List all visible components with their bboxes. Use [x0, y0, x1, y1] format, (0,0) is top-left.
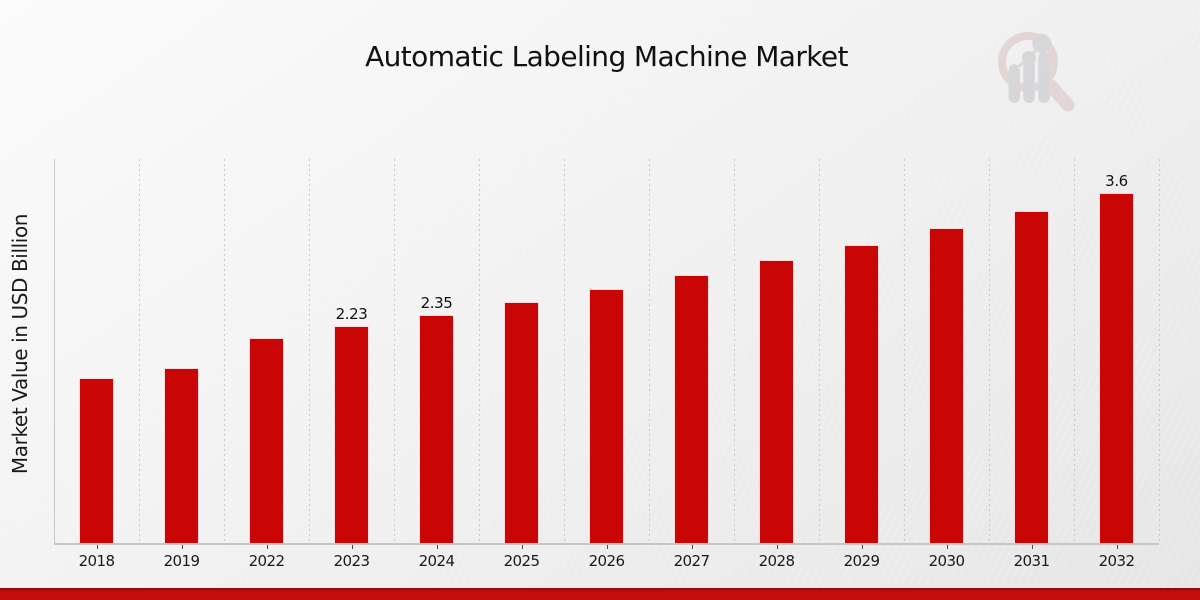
x-axis-tick-label: 2029 — [843, 552, 880, 570]
x-axis-tick — [691, 544, 693, 549]
bar-2029[interactable] — [844, 245, 879, 543]
gridline — [309, 159, 310, 543]
gridline — [394, 159, 395, 543]
bar-2018[interactable] — [79, 378, 114, 543]
bar-2023[interactable] — [334, 326, 369, 543]
bottom-red-banner — [0, 588, 1200, 600]
x-axis-tick — [181, 544, 183, 549]
market-research-logo-watermark — [998, 32, 1075, 112]
bar-2025[interactable] — [504, 302, 539, 543]
bar-2019[interactable] — [164, 368, 199, 543]
x-axis-tick-label: 2025 — [503, 552, 540, 570]
x-axis-tick-label: 2031 — [1013, 552, 1050, 570]
magnifier-handle-icon — [1044, 79, 1075, 112]
x-axis-tick — [1116, 544, 1118, 549]
x-axis-tick — [266, 544, 268, 549]
x-axis-tick — [351, 544, 353, 549]
gridline — [904, 159, 905, 543]
category-cell: 2026 — [564, 159, 649, 570]
x-axis-tick — [1031, 544, 1033, 549]
logo-bar-chart-icon — [1008, 33, 1052, 103]
category-cell: 2027 — [649, 159, 734, 570]
gridline — [479, 159, 480, 543]
bar-2024[interactable] — [419, 315, 454, 543]
x-axis-tick-label: 2018 — [78, 552, 115, 570]
x-axis-tick — [861, 544, 863, 549]
category-cell: 2.23 2023 — [309, 159, 394, 570]
x-axis-tick-label: 2026 — [588, 552, 625, 570]
gridline — [989, 159, 990, 543]
category-cell: 2018 — [54, 159, 139, 570]
gridline — [224, 159, 225, 543]
x-axis-tick — [96, 544, 98, 549]
x-axis-tick-label: 2023 — [333, 552, 370, 570]
x-axis-tick-label: 2032 — [1098, 552, 1135, 570]
category-cell: 2028 — [734, 159, 819, 570]
x-axis-tick-label: 2024 — [418, 552, 455, 570]
category-cell: 2019 — [139, 159, 224, 570]
gridline — [819, 159, 820, 543]
bar-2028[interactable] — [759, 260, 794, 543]
gridline — [1159, 159, 1160, 543]
x-axis-tick-label: 2030 — [928, 552, 965, 570]
bar-value-label: 2.35 — [420, 294, 453, 312]
gridline — [139, 159, 140, 543]
category-cell: 2030 — [904, 159, 989, 570]
x-axis-tick — [946, 544, 948, 549]
x-axis-tick — [521, 544, 523, 549]
bar-value-label: 3.6 — [1105, 172, 1128, 190]
category-cell: 2.35 2024 — [394, 159, 479, 570]
bar-value-label: 2.23 — [335, 305, 368, 323]
x-axis-tick-label: 2019 — [163, 552, 200, 570]
x-axis-tick — [436, 544, 438, 549]
chart-title: Automatic Labeling Machine Market — [365, 40, 848, 73]
x-axis-tick-label: 2027 — [673, 552, 710, 570]
gridline — [734, 159, 735, 543]
y-axis-spine — [54, 159, 55, 543]
x-axis-tick — [606, 544, 608, 549]
x-axis-line — [54, 543, 1159, 545]
bar-2030[interactable] — [929, 228, 964, 543]
category-cell: 2029 — [819, 159, 904, 570]
gridline — [564, 159, 565, 543]
gridline — [649, 159, 650, 543]
bar-2031[interactable] — [1014, 211, 1049, 543]
bar-2022[interactable] — [249, 338, 284, 543]
category-cell: 2025 — [479, 159, 564, 570]
x-axis-tick — [776, 544, 778, 549]
x-axis-tick-label: 2028 — [758, 552, 795, 570]
category-cell: 2022 — [224, 159, 309, 570]
category-cell: 2031 — [989, 159, 1074, 570]
gridline — [1074, 159, 1075, 543]
category-cell: 3.6 2032 — [1074, 159, 1159, 570]
x-axis-tick-label: 2022 — [248, 552, 285, 570]
plot-area: 2018 2019 2022 2.23 2023 2.35 2024 2025 2026 2027… — [54, 159, 1160, 570]
bar-2032[interactable] — [1099, 193, 1134, 543]
bar-2027[interactable] — [674, 275, 709, 543]
y-axis-label: Market Value in USD Billion — [8, 213, 32, 475]
bar-2026[interactable] — [589, 289, 624, 543]
